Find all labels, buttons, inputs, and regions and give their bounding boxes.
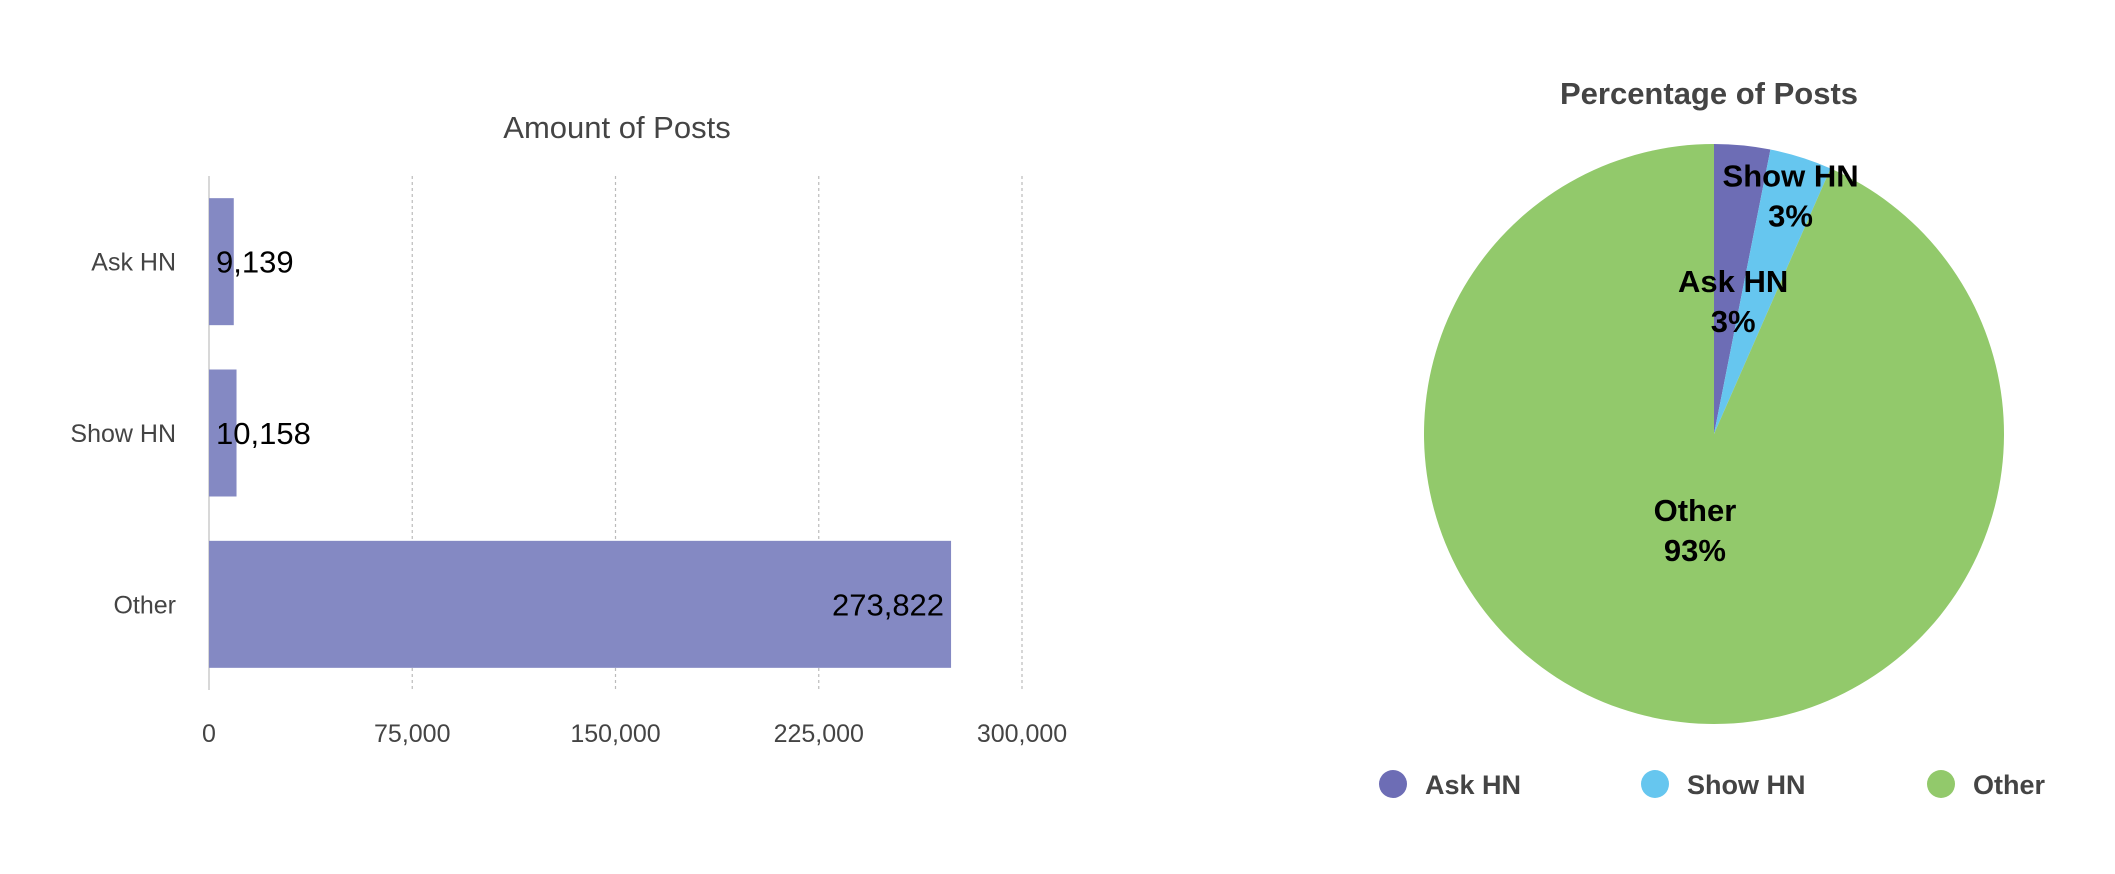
legend-label: Ask HN — [1425, 770, 1521, 800]
pie-slice-show-hn — [1714, 149, 1831, 434]
legend-label: Other — [1973, 770, 2046, 800]
bar-tick-label: 300,000 — [977, 720, 1067, 748]
pie-slice-labels: Ask HN 3% Show HN 3% Other 93% — [1654, 159, 1859, 568]
bar-data-labels: 9,139 10,158 273,822 — [216, 245, 944, 623]
bar-tick-label: 225,000 — [774, 720, 864, 748]
bar-data-label: 273,822 — [832, 587, 944, 622]
pie-chart-title: Percentage of Posts — [1560, 76, 1858, 111]
legend-swatch — [1379, 770, 1407, 798]
bar-data-label: 10,158 — [216, 416, 311, 451]
bar-category-labels: Ask HN Show HN Other — [70, 249, 176, 620]
pie-slice-label: Show HN — [1723, 159, 1859, 194]
bar-other — [209, 540, 952, 668]
pie-slice-label: Other — [1654, 493, 1737, 528]
pie-slice-label: Ask HN — [1678, 264, 1788, 299]
legend-item-other: Other — [1927, 770, 2046, 800]
legend-label: Show HN — [1687, 770, 1806, 800]
bar-show-hn — [209, 369, 237, 497]
bar-chart: Amount of Posts Ask HN Show HN Other 0 75,0… — [70, 110, 1067, 748]
bar-ask-hn — [209, 198, 234, 326]
bar-series — [209, 198, 952, 668]
legend-swatch — [1641, 770, 1669, 798]
pie-slice-other — [1424, 144, 2005, 724]
bar-tick-label: 150,000 — [570, 720, 660, 748]
pie-slice-ask-hn — [1714, 144, 1771, 434]
pie-slices — [1424, 144, 2005, 724]
bar-category-label: Show HN — [70, 420, 176, 448]
pie-slice-percent: 3% — [1768, 199, 1813, 234]
pie-slice-percent: 3% — [1711, 304, 1756, 339]
legend-item-ask-hn: Ask HN — [1379, 770, 1521, 800]
bar-tick-labels: 0 75,000 150,000 225,000 300,000 — [202, 720, 1067, 748]
legend-swatch — [1927, 770, 1955, 798]
pie-chart: Percentage of Posts Ask HN 3% Show HN 3% Oth… — [1379, 76, 2046, 800]
bar-tick-label: 75,000 — [374, 720, 450, 748]
bar-tick-label: 0 — [202, 720, 216, 748]
bar-data-label: 9,139 — [216, 245, 294, 280]
pie-slice-percent: 93% — [1664, 533, 1726, 568]
legend-item-show-hn: Show HN — [1641, 770, 1806, 800]
bar-category-label: Other — [113, 591, 176, 619]
pie-legend: Ask HN Show HN Other — [1379, 770, 2046, 800]
bar-category-label: Ask HN — [91, 249, 176, 277]
bar-chart-title: Amount of Posts — [503, 110, 730, 145]
